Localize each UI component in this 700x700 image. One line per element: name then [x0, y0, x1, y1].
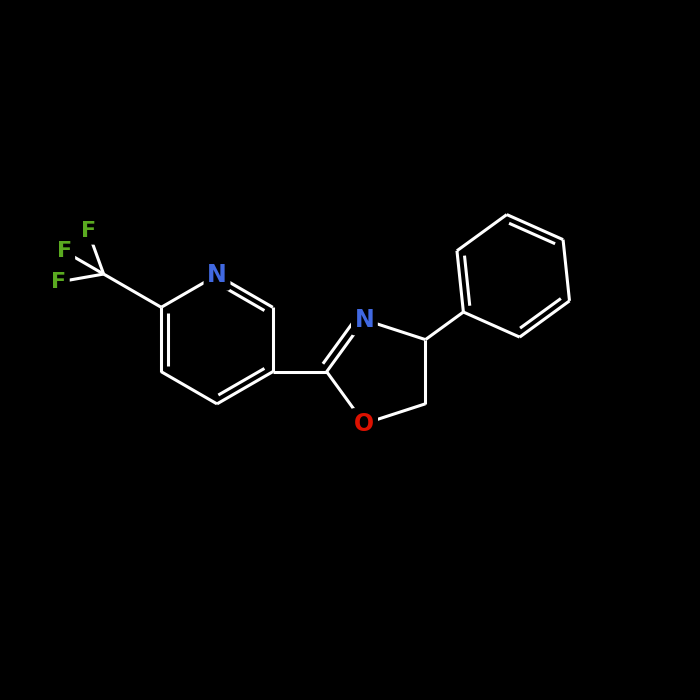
Text: F: F — [80, 221, 96, 241]
Text: F: F — [51, 272, 66, 292]
Text: F: F — [57, 241, 72, 261]
Text: N: N — [354, 308, 374, 332]
Text: O: O — [354, 412, 374, 435]
Text: N: N — [207, 263, 227, 287]
